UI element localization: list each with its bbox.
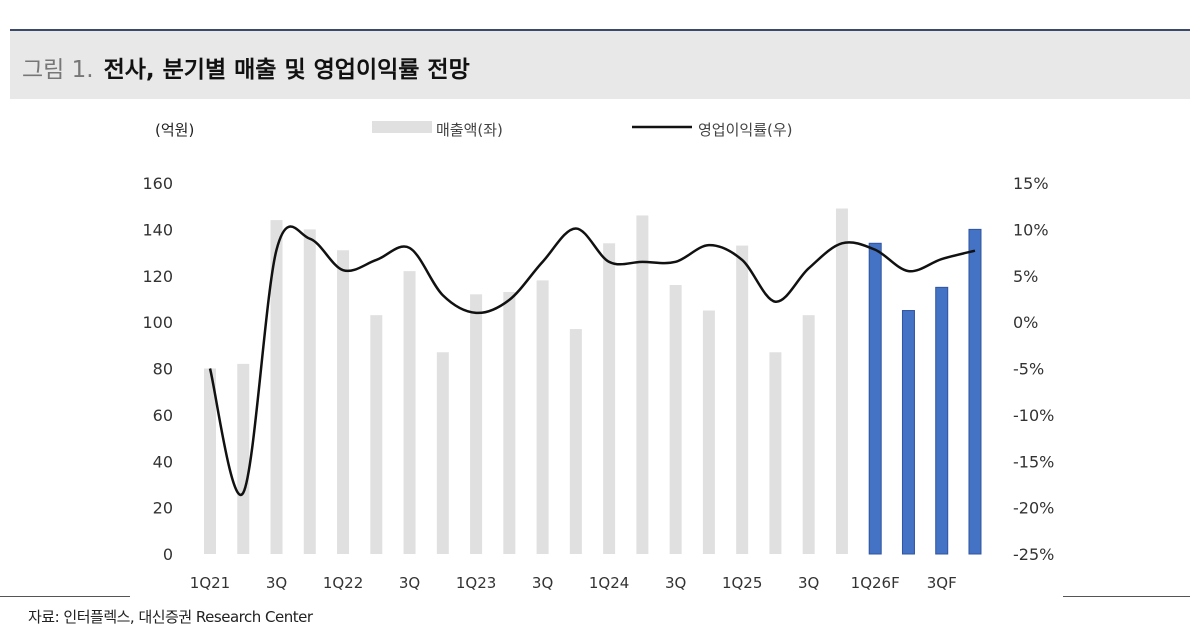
forecast-bar <box>901 310 915 555</box>
top-rule <box>10 29 1190 31</box>
x-tick-label: 1Q24 <box>589 574 629 592</box>
revenue-bar <box>769 352 782 554</box>
revenue-bar <box>403 271 416 554</box>
revenue-bar <box>736 245 749 554</box>
x-tick-label: 1Q25 <box>722 574 762 592</box>
left-tick-label: 160 <box>142 174 173 193</box>
x-tick-label: 1Q23 <box>456 574 496 592</box>
left-tick-label: 120 <box>142 267 173 286</box>
revenue-bar <box>204 368 216 554</box>
left-tick-label: 40 <box>153 452 173 471</box>
x-tick-label: 3Q <box>665 574 686 592</box>
revenue-bar <box>603 243 616 554</box>
footer-rule-left <box>0 596 130 597</box>
title-band <box>10 31 1190 99</box>
revenue-bar <box>835 208 848 554</box>
x-tick-label: 1Q22 <box>323 574 363 592</box>
right-tick-label: -25% <box>1013 545 1054 564</box>
revenue-bar <box>702 310 715 554</box>
operating-margin-line <box>208 225 976 497</box>
figure-title: 그림 1. 전사, 분기별 매출 및 영업이익률 전망 <box>22 50 470 84</box>
x-tick-label: 3Q <box>266 574 287 592</box>
right-tick-label: 15% <box>1013 174 1049 193</box>
x-tick-label: 3Q <box>532 574 553 592</box>
right-tick-label: -20% <box>1013 499 1054 518</box>
legend-line-label: 영업이익률(우) <box>698 121 793 139</box>
x-tick-label: 3Q <box>399 574 420 592</box>
revenue-bar <box>470 294 483 554</box>
x-tick-label: 1Q21 <box>190 574 230 592</box>
revenue-bar <box>370 315 383 554</box>
revenue-bar <box>303 229 316 554</box>
revenue-bar <box>636 215 649 554</box>
figure-title-text: 전사, 분기별 매출 및 영업이익률 전망 <box>103 57 470 83</box>
x-tick-label: 1Q26F <box>851 574 900 592</box>
right-tick-label: 0% <box>1013 313 1038 332</box>
legend-bar-swatch <box>372 121 432 133</box>
revenue-bar <box>802 315 815 554</box>
revenue-bar <box>337 250 350 554</box>
forecast-bar <box>968 228 982 555</box>
figure-number: 그림 1. <box>22 57 94 83</box>
revenue-bar <box>436 352 449 554</box>
left-tick-label: 80 <box>153 360 173 379</box>
x-tick-label: 3QF <box>927 574 957 592</box>
forecast-bar <box>868 242 882 555</box>
right-tick-label: -15% <box>1013 452 1054 471</box>
x-tick-label: 3Q <box>798 574 819 592</box>
left-tick-label: 0 <box>163 545 173 564</box>
source-note: 자료: 인터플렉스, 대신증권 Research Center <box>28 608 313 626</box>
revenue-bar <box>237 363 250 554</box>
right-tick-label: 5% <box>1013 267 1038 286</box>
revenue-bar <box>569 329 582 554</box>
left-tick-label: 60 <box>153 406 173 425</box>
left-axis-unit: (억원) <box>155 121 194 139</box>
left-tick-label: 100 <box>142 313 173 332</box>
footer-rule-right <box>1063 596 1190 597</box>
right-tick-label: 10% <box>1013 220 1049 239</box>
revenue-bar <box>536 280 549 554</box>
right-tick-label: -5% <box>1013 360 1044 379</box>
revenue-bar <box>503 291 516 554</box>
revenue-bar <box>669 285 682 554</box>
revenue-bar <box>270 220 283 554</box>
legend-bar-label: 매출액(좌) <box>436 121 503 139</box>
right-tick-label: -10% <box>1013 406 1054 425</box>
left-tick-label: 140 <box>142 220 173 239</box>
left-tick-label: 20 <box>153 499 173 518</box>
forecast-bar <box>935 286 949 555</box>
